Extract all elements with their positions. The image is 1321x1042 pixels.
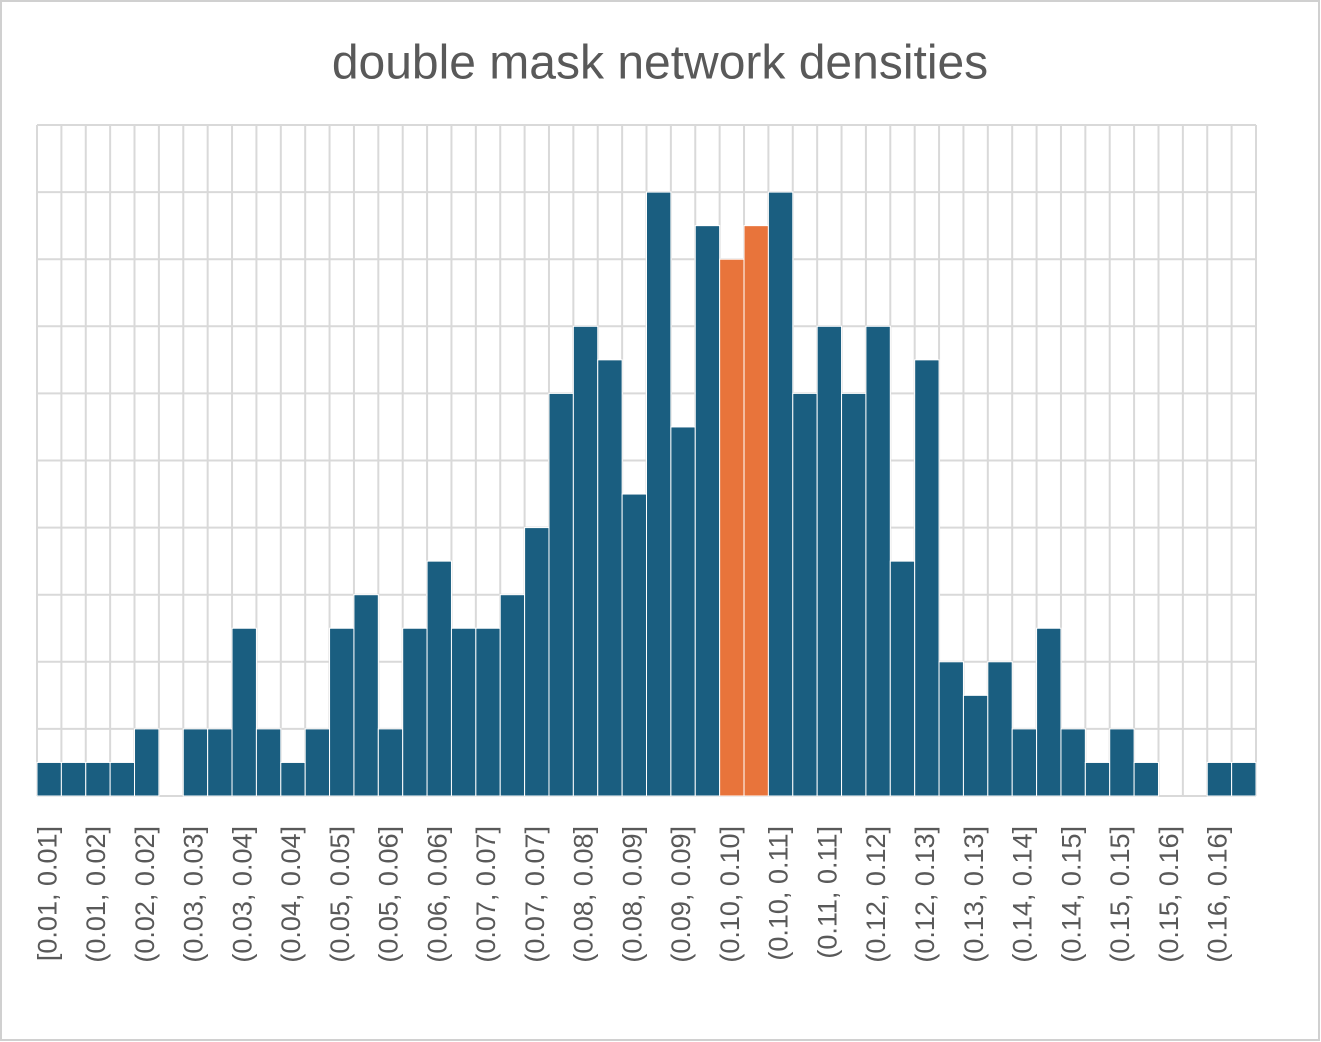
bar bbox=[743, 225, 769, 797]
x-tick-label: (0.07, 0.07] bbox=[471, 826, 501, 963]
bar bbox=[914, 359, 940, 797]
bar bbox=[255, 728, 282, 797]
x-tick-label: (0.02, 0.02] bbox=[130, 826, 160, 963]
bar bbox=[36, 761, 62, 797]
x-tick-label: (0.11, 0.11] bbox=[812, 826, 842, 959]
bar bbox=[1231, 761, 1257, 797]
bar bbox=[938, 661, 964, 797]
bar bbox=[889, 560, 916, 797]
bar bbox=[475, 627, 501, 797]
x-tick-label: (0.15, 0.15] bbox=[1105, 826, 1135, 963]
bar bbox=[646, 191, 672, 797]
bar bbox=[841, 392, 867, 797]
bar bbox=[377, 728, 404, 797]
bar bbox=[548, 392, 574, 797]
bar bbox=[85, 761, 111, 797]
x-tick-label: (0.14, 0.15] bbox=[1056, 826, 1086, 963]
bar bbox=[304, 728, 331, 797]
x-tick-label: (0.13, 0.13] bbox=[959, 826, 989, 963]
bar bbox=[60, 761, 87, 797]
x-tick-label: (0.15, 0.16] bbox=[1154, 826, 1184, 963]
bar bbox=[694, 225, 721, 797]
bar bbox=[207, 728, 233, 797]
bar bbox=[597, 359, 623, 797]
x-tick-label: (0.01, 0.02] bbox=[81, 826, 111, 963]
bar bbox=[231, 627, 257, 797]
bar bbox=[767, 191, 794, 797]
x-tick-label: [0.01, 0.01] bbox=[32, 826, 62, 961]
bar bbox=[1206, 761, 1233, 797]
x-tick-label: (0.12, 0.13] bbox=[910, 826, 940, 963]
bar bbox=[1060, 728, 1086, 797]
bar bbox=[572, 325, 599, 797]
bar bbox=[865, 325, 891, 797]
x-tick-label: (0.04, 0.04] bbox=[276, 826, 306, 963]
bar bbox=[109, 761, 136, 797]
x-tick-label: (0.03, 0.03] bbox=[179, 826, 209, 963]
chart-title: double mask network densities bbox=[332, 37, 988, 90]
x-tick-label: (0.08, 0.09] bbox=[617, 826, 647, 963]
x-tick-label: (0.06, 0.06] bbox=[422, 826, 452, 963]
x-tick-label: (0.14, 0.14] bbox=[1008, 826, 1038, 963]
bar bbox=[1084, 761, 1111, 797]
x-tick-label: (0.08, 0.08] bbox=[569, 826, 599, 963]
bar bbox=[280, 761, 306, 797]
bar bbox=[719, 258, 745, 797]
bar bbox=[1036, 627, 1062, 797]
bar bbox=[182, 728, 209, 797]
bar bbox=[450, 627, 477, 797]
x-tick-label: (0.10, 0.10] bbox=[715, 826, 745, 963]
x-tick-label: (0.09, 0.09] bbox=[666, 826, 696, 963]
bar bbox=[353, 594, 379, 797]
x-tick-label: (0.10, 0.11] bbox=[764, 826, 794, 961]
bar bbox=[402, 627, 428, 797]
x-tick-label: (0.12, 0.12] bbox=[861, 826, 891, 963]
bar bbox=[670, 426, 696, 797]
bar bbox=[987, 661, 1013, 797]
x-tick-label: (0.05, 0.05] bbox=[325, 826, 355, 963]
x-tick-label: (0.07, 0.07] bbox=[520, 826, 550, 963]
bar bbox=[524, 527, 550, 797]
bar bbox=[962, 694, 989, 797]
bar bbox=[621, 493, 647, 797]
bar bbox=[134, 728, 160, 797]
bar bbox=[816, 325, 843, 797]
bar bbox=[329, 627, 355, 797]
bar bbox=[1133, 761, 1159, 797]
x-tick-label: (0.03, 0.04] bbox=[227, 826, 257, 963]
bar bbox=[499, 594, 526, 797]
bar bbox=[426, 560, 452, 797]
x-tick-label: (0.05, 0.06] bbox=[374, 826, 404, 963]
bar bbox=[792, 392, 818, 797]
bar bbox=[1011, 728, 1038, 797]
bar bbox=[1109, 728, 1135, 797]
x-tick-label: (0.16, 0.16] bbox=[1203, 826, 1233, 963]
